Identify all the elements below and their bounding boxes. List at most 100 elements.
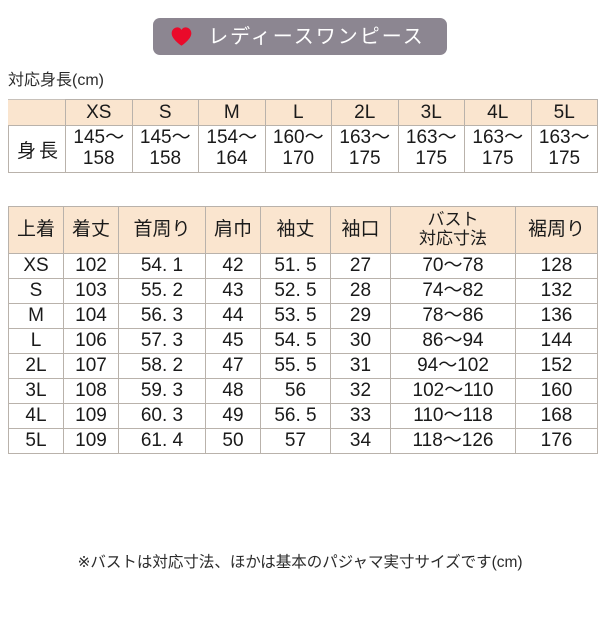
height-value-line2: 170 xyxy=(282,148,315,169)
cell-cuff: 31 xyxy=(330,353,391,379)
height-value-l: 160〜 170 xyxy=(264,125,332,173)
cell-cuff: 33 xyxy=(330,403,391,429)
cell-neck: 59. 3 xyxy=(118,378,206,404)
cell-size: 4L xyxy=(8,403,64,429)
cell-bust: 74〜82 xyxy=(390,278,516,304)
cell-hem: 136 xyxy=(515,303,598,329)
cell-neck: 56. 3 xyxy=(118,303,206,329)
cell-neck: 54. 1 xyxy=(118,253,206,279)
cell-bust: 78〜86 xyxy=(390,303,516,329)
header-cuff: 袖口 xyxy=(330,206,391,254)
heart-icon xyxy=(171,27,192,46)
height-table-caption: 対応身長(cm) xyxy=(8,72,104,89)
cell-size: 3L xyxy=(8,378,64,404)
table-row: 4L 109 60. 3 49 56. 5 33 110〜118 168 xyxy=(8,403,598,429)
header-bust-line1: バスト xyxy=(427,210,479,230)
banner-title: レディースワンピース xyxy=(208,25,425,48)
height-value-line2: 175 xyxy=(415,148,448,169)
cell-sleeve: 57 xyxy=(260,428,331,454)
height-value-line2: 175 xyxy=(348,148,381,169)
cell-cuff: 34 xyxy=(330,428,391,454)
height-value-2l: 163〜 175 xyxy=(331,125,399,173)
height-value-s: 145〜 158 xyxy=(131,125,199,173)
height-value-line1: 154〜 xyxy=(206,127,258,149)
cell-sleeve: 54. 5 xyxy=(260,328,331,354)
cell-shoulder: 44 xyxy=(205,303,261,329)
cell-cuff: 29 xyxy=(330,303,391,329)
cell-length: 108 xyxy=(63,378,119,404)
cell-sleeve: 56. 5 xyxy=(260,403,331,429)
header-shoulder: 肩巾 xyxy=(205,206,261,254)
cell-cuff: 28 xyxy=(330,278,391,304)
cell-shoulder: 48 xyxy=(205,378,261,404)
cell-length: 107 xyxy=(63,353,119,379)
cell-shoulder: 49 xyxy=(205,403,261,429)
cell-cuff: 27 xyxy=(330,253,391,279)
table-row: L 106 57. 3 45 54. 5 30 86〜94 144 xyxy=(8,328,598,354)
table-row: XS 102 54. 1 42 51. 5 27 70〜78 128 xyxy=(8,253,598,279)
height-value-line1: 163〜 xyxy=(538,127,590,149)
cell-size: S xyxy=(8,278,64,304)
footnote-text: ※バストは対応寸法、ほかは基本のパジャマ実寸サイズです(cm) xyxy=(77,554,523,571)
table-row: 3L 108 59. 3 48 56 32 102〜110 160 xyxy=(8,378,598,404)
cell-shoulder: 42 xyxy=(205,253,261,279)
header-bust-line2: 対応寸法 xyxy=(419,229,487,248)
cell-length: 109 xyxy=(63,403,119,429)
size-header-5l: 5L xyxy=(530,99,598,126)
height-value-line2: 175 xyxy=(548,148,581,169)
size-header-3l: 3L xyxy=(397,99,465,126)
size-header-4l: 4L xyxy=(464,99,532,126)
table-header-row: 上着 着丈 首周り 肩巾 袖丈 袖口 バスト 対応寸法 裾周り xyxy=(8,206,598,254)
cell-neck: 55. 2 xyxy=(118,278,206,304)
cell-bust: 118〜126 xyxy=(390,428,516,454)
cell-hem: 168 xyxy=(515,403,598,429)
cell-neck: 60. 3 xyxy=(118,403,206,429)
height-value-line1: 145〜 xyxy=(139,127,191,149)
height-value-line2: 158 xyxy=(82,148,115,169)
cell-hem: 132 xyxy=(515,278,598,304)
cell-hem: 152 xyxy=(515,353,598,379)
height-value-line1: 163〜 xyxy=(339,127,391,149)
table-row: 身長 145〜 158 145〜 158 154〜 164 160〜 170 1… xyxy=(8,125,598,173)
cell-bust: 94〜102 xyxy=(390,353,516,379)
cell-length: 109 xyxy=(63,428,119,454)
table-row: S 103 55. 2 43 52. 5 28 74〜82 132 xyxy=(8,278,598,304)
cell-bust: 86〜94 xyxy=(390,328,516,354)
cell-neck: 61. 4 xyxy=(118,428,206,454)
cell-sleeve: 55. 5 xyxy=(260,353,331,379)
height-value-line2: 175 xyxy=(481,148,514,169)
cell-size: XS xyxy=(8,253,64,279)
size-header-xs: XS xyxy=(65,99,133,126)
cell-length: 103 xyxy=(63,278,119,304)
height-value-4l: 163〜 175 xyxy=(464,125,532,173)
height-value-line1: 145〜 xyxy=(73,127,125,149)
table-row: 2L 107 58. 2 47 55. 5 31 94〜102 152 xyxy=(8,353,598,379)
cell-cuff: 32 xyxy=(330,378,391,404)
cell-size: M xyxy=(8,303,64,329)
height-size-table: XS S M L 2L 3L 4L 5L 身長 145〜 158 145〜 15… xyxy=(8,99,598,173)
height-value-3l: 163〜 175 xyxy=(397,125,465,173)
cell-bust: 102〜110 xyxy=(390,378,516,404)
table-row: 5L 109 61. 4 50 57 34 118〜126 176 xyxy=(8,428,598,454)
cell-shoulder: 50 xyxy=(205,428,261,454)
height-value-m: 154〜 164 xyxy=(198,125,266,173)
size-header-2l: 2L xyxy=(331,99,399,126)
height-value-line1: 163〜 xyxy=(472,127,524,149)
height-value-line1: 163〜 xyxy=(405,127,457,149)
size-header-l: L xyxy=(264,99,332,126)
height-value-xs: 145〜 158 xyxy=(65,125,133,173)
cell-cuff: 30 xyxy=(330,328,391,354)
cell-sleeve: 56 xyxy=(260,378,331,404)
cell-shoulder: 47 xyxy=(205,353,261,379)
cell-hem: 160 xyxy=(515,378,598,404)
cell-length: 106 xyxy=(63,328,119,354)
cell-shoulder: 45 xyxy=(205,328,261,354)
header-neck: 首周り xyxy=(118,206,206,254)
cell-neck: 57. 3 xyxy=(118,328,206,354)
table-row: M 104 56. 3 44 53. 5 29 78〜86 136 xyxy=(8,303,598,329)
cell-hem: 144 xyxy=(515,328,598,354)
height-value-line1: 160〜 xyxy=(272,127,324,149)
header-length: 着丈 xyxy=(63,206,119,254)
table-header-row: XS S M L 2L 3L 4L 5L xyxy=(8,99,598,126)
cell-neck: 58. 2 xyxy=(118,353,206,379)
